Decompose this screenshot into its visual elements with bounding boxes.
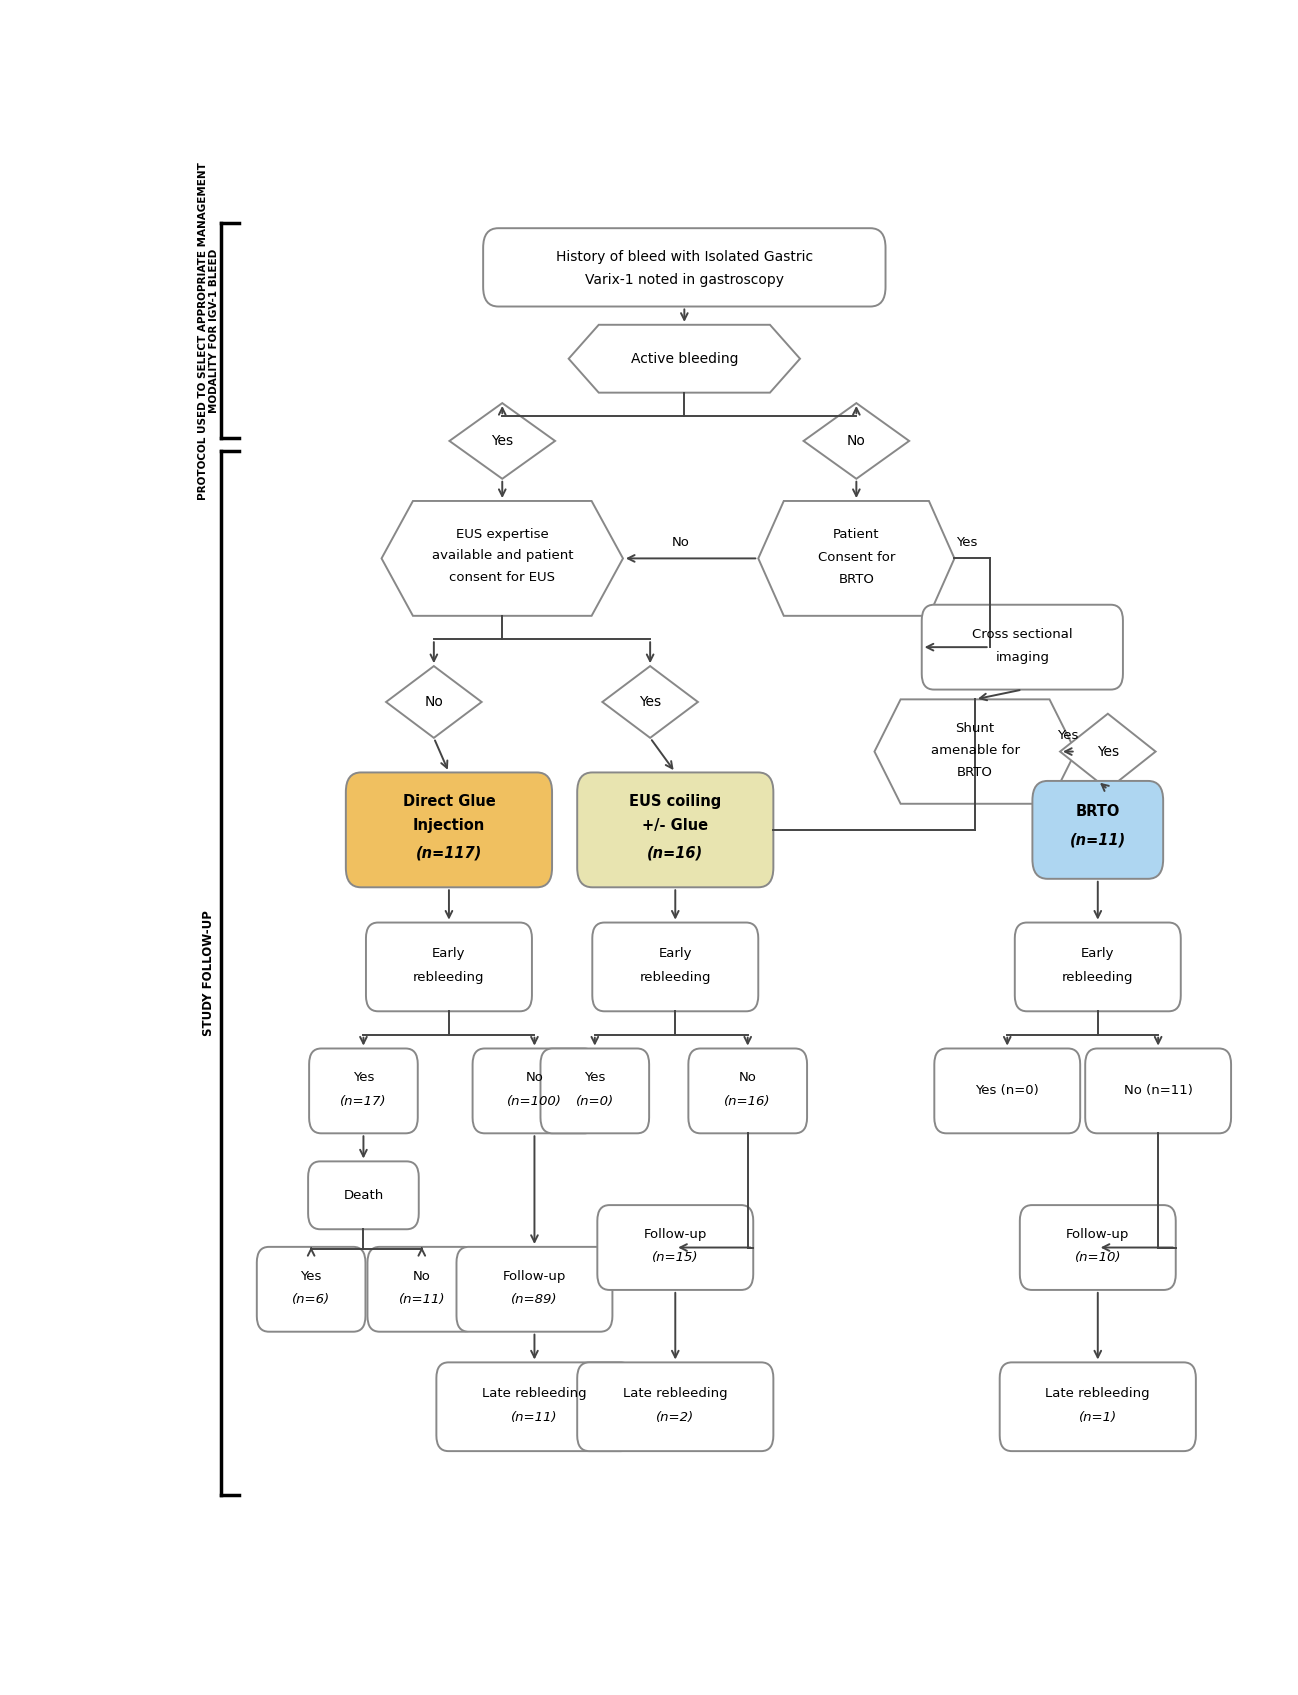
Text: amenable for: amenable for — [931, 744, 1019, 756]
Text: Late rebleeding: Late rebleeding — [482, 1387, 587, 1400]
Text: (n=11): (n=11) — [1070, 832, 1125, 848]
Text: +/- Glue: +/- Glue — [643, 819, 709, 834]
Text: (n=10): (n=10) — [1075, 1251, 1121, 1264]
Polygon shape — [386, 666, 482, 737]
Text: BRTO: BRTO — [839, 573, 875, 586]
FancyBboxPatch shape — [597, 1205, 753, 1290]
FancyBboxPatch shape — [1020, 1205, 1176, 1290]
FancyBboxPatch shape — [578, 773, 774, 886]
Text: Early: Early — [658, 948, 692, 961]
Text: Yes: Yes — [955, 536, 977, 549]
Text: (n=15): (n=15) — [652, 1251, 698, 1264]
FancyBboxPatch shape — [540, 1049, 649, 1134]
Text: rebleeding: rebleeding — [413, 971, 484, 983]
Text: Yes: Yes — [584, 1071, 605, 1085]
Text: No: No — [671, 536, 689, 549]
Text: Consent for: Consent for — [818, 551, 896, 564]
FancyBboxPatch shape — [366, 922, 532, 1012]
Text: Shunt: Shunt — [955, 722, 994, 734]
FancyBboxPatch shape — [922, 605, 1123, 690]
Text: (n=89): (n=89) — [511, 1293, 558, 1307]
FancyBboxPatch shape — [1032, 781, 1163, 878]
FancyBboxPatch shape — [935, 1049, 1080, 1134]
FancyBboxPatch shape — [436, 1363, 632, 1451]
Text: Varix-1 noted in gastroscopy: Varix-1 noted in gastroscopy — [585, 273, 784, 288]
Text: (n=16): (n=16) — [648, 846, 704, 861]
Text: Early: Early — [432, 948, 466, 961]
Text: consent for EUS: consent for EUS — [449, 571, 556, 585]
FancyBboxPatch shape — [457, 1248, 613, 1332]
Text: (n=16): (n=16) — [724, 1095, 771, 1109]
Text: rebleeding: rebleeding — [1062, 971, 1133, 983]
Polygon shape — [569, 325, 800, 393]
Text: Direct Glue: Direct Glue — [402, 793, 496, 809]
Text: No: No — [424, 695, 444, 709]
Text: Early: Early — [1081, 948, 1115, 961]
Polygon shape — [803, 403, 909, 478]
Text: Late rebleeding: Late rebleeding — [623, 1387, 728, 1400]
Text: No: No — [413, 1270, 431, 1283]
Text: (n=17): (n=17) — [340, 1095, 387, 1109]
Polygon shape — [382, 502, 623, 615]
FancyBboxPatch shape — [257, 1248, 366, 1332]
Text: Yes: Yes — [639, 695, 661, 709]
Text: Injection: Injection — [413, 819, 485, 834]
Text: (n=1): (n=1) — [1079, 1410, 1116, 1424]
Polygon shape — [1060, 714, 1155, 790]
Polygon shape — [602, 666, 698, 737]
FancyBboxPatch shape — [688, 1049, 807, 1134]
Text: Yes: Yes — [491, 434, 513, 447]
Text: BRTO: BRTO — [957, 766, 993, 780]
Polygon shape — [875, 700, 1076, 803]
Text: EUS coiling: EUS coiling — [630, 793, 722, 809]
Text: Cross sectional: Cross sectional — [972, 627, 1072, 641]
Text: Follow-up: Follow-up — [502, 1270, 566, 1283]
FancyBboxPatch shape — [483, 229, 885, 307]
FancyBboxPatch shape — [367, 1248, 476, 1332]
Text: imaging: imaging — [996, 651, 1049, 664]
Text: Yes: Yes — [353, 1071, 374, 1085]
Text: STUDY FOLLOW-UP: STUDY FOLLOW-UP — [202, 910, 215, 1036]
FancyBboxPatch shape — [999, 1363, 1195, 1451]
Polygon shape — [449, 403, 556, 478]
Text: History of bleed with Isolated Gastric: History of bleed with Isolated Gastric — [556, 249, 813, 264]
Text: Follow-up: Follow-up — [644, 1227, 707, 1241]
Text: Active bleeding: Active bleeding — [631, 353, 739, 366]
FancyBboxPatch shape — [308, 1161, 419, 1229]
Text: PROTOCOL USED TO SELECT APPROPRIATE MANAGEMENT
MODALITY FOR IGV-1 BLEED: PROTOCOL USED TO SELECT APPROPRIATE MANA… — [197, 161, 219, 500]
FancyBboxPatch shape — [592, 922, 758, 1012]
FancyBboxPatch shape — [345, 773, 552, 886]
Text: (n=100): (n=100) — [508, 1095, 562, 1109]
FancyBboxPatch shape — [472, 1049, 596, 1134]
Text: Yes: Yes — [1097, 744, 1119, 759]
FancyBboxPatch shape — [1085, 1049, 1231, 1134]
Text: available and patient: available and patient — [431, 549, 572, 563]
Text: No (n=11): No (n=11) — [1124, 1085, 1193, 1097]
Text: Yes: Yes — [300, 1270, 322, 1283]
Text: Yes: Yes — [1057, 729, 1079, 742]
Text: (n=11): (n=11) — [398, 1293, 445, 1307]
Text: Death: Death — [343, 1188, 384, 1202]
Text: (n=6): (n=6) — [292, 1293, 330, 1307]
Text: (n=0): (n=0) — [576, 1095, 614, 1109]
Text: (n=2): (n=2) — [657, 1410, 694, 1424]
Text: (n=117): (n=117) — [415, 846, 482, 861]
Text: Patient: Patient — [833, 529, 880, 541]
Text: rebleeding: rebleeding — [640, 971, 711, 983]
Text: Yes (n=0): Yes (n=0) — [975, 1085, 1040, 1097]
FancyBboxPatch shape — [578, 1363, 774, 1451]
Text: No: No — [526, 1071, 544, 1085]
Text: EUS expertise: EUS expertise — [456, 529, 549, 541]
FancyBboxPatch shape — [1015, 922, 1181, 1012]
Text: Late rebleeding: Late rebleeding — [1045, 1387, 1150, 1400]
Polygon shape — [758, 502, 954, 615]
Text: No: No — [739, 1071, 757, 1085]
FancyBboxPatch shape — [309, 1049, 418, 1134]
Text: BRTO: BRTO — [1076, 803, 1120, 819]
Text: (n=11): (n=11) — [511, 1410, 558, 1424]
Text: Follow-up: Follow-up — [1066, 1227, 1129, 1241]
Text: No: No — [846, 434, 866, 447]
